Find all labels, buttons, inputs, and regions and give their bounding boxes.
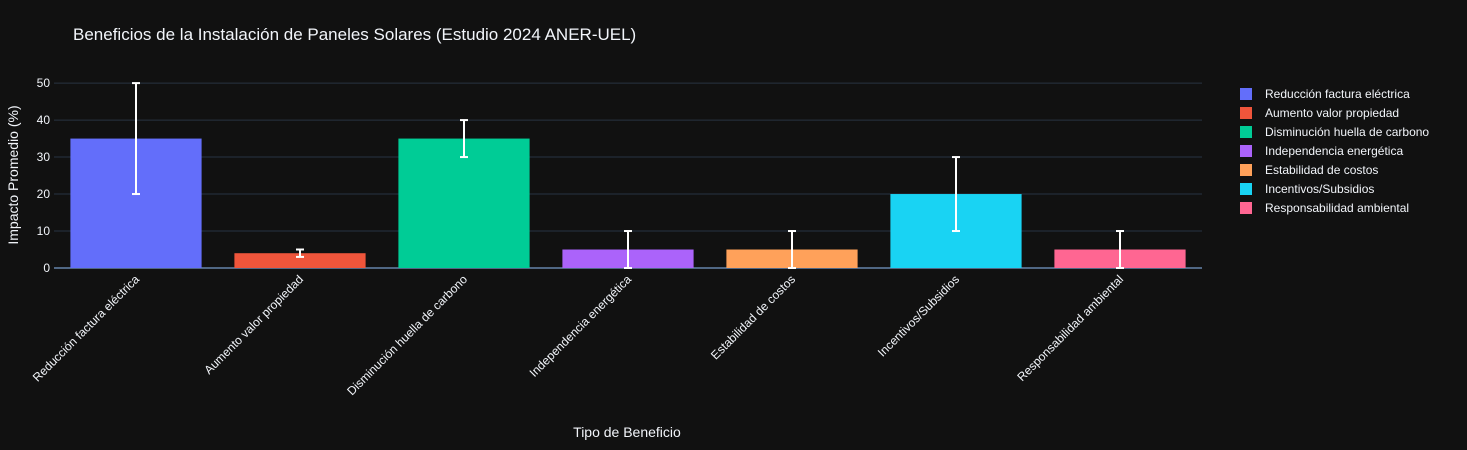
bar[interactable] bbox=[234, 253, 366, 268]
legend[interactable]: Reducción factura eléctrica Aumento valor… bbox=[1240, 87, 1429, 215]
x-tick-label: Responsabilidad ambiental bbox=[1014, 272, 1126, 384]
legend-item[interactable]: Independencia energética bbox=[1240, 144, 1403, 158]
y-tick-label: 40 bbox=[37, 113, 51, 127]
y-tick-label: 50 bbox=[37, 76, 51, 90]
legend-swatch bbox=[1240, 107, 1252, 119]
legend-item[interactable]: Estabilidad de costos bbox=[1240, 163, 1378, 177]
y-axis-title: Impacto Promedio (%) bbox=[5, 105, 21, 244]
legend-label: Disminución huella de carbono bbox=[1265, 125, 1429, 139]
legend-item[interactable]: Disminución huella de carbono bbox=[1240, 125, 1429, 139]
x-axis-ticks: Reducción factura eléctrica Aumento valor… bbox=[30, 272, 1126, 398]
legend-swatch bbox=[1240, 183, 1252, 195]
x-tick-label: Disminución huella de carbono bbox=[344, 272, 470, 398]
legend-label: Reducción factura eléctrica bbox=[1265, 87, 1410, 101]
x-tick-label: Aumento valor propiedad bbox=[201, 272, 306, 377]
y-tick-label: 20 bbox=[37, 187, 51, 201]
legend-item[interactable]: Incentivos/Subsidios bbox=[1240, 182, 1374, 196]
legend-swatch bbox=[1240, 164, 1252, 176]
legend-label: Estabilidad de costos bbox=[1265, 163, 1378, 177]
chart-title: Beneficios de la Instalación de Paneles … bbox=[73, 25, 636, 44]
legend-item[interactable]: Aumento valor propiedad bbox=[1240, 106, 1399, 120]
legend-item[interactable]: Reducción factura eléctrica bbox=[1240, 87, 1410, 101]
x-tick-label: Incentivos/Subsidios bbox=[875, 272, 962, 359]
legend-swatch bbox=[1240, 126, 1252, 138]
bar[interactable] bbox=[398, 138, 530, 268]
legend-item[interactable]: Responsabilidad ambiental bbox=[1240, 201, 1409, 215]
legend-label: Independencia energética bbox=[1265, 144, 1403, 158]
y-tick-label: 0 bbox=[43, 261, 50, 275]
y-axis-ticks: 0 10 20 30 40 50 bbox=[37, 76, 51, 275]
legend-swatch bbox=[1240, 88, 1252, 100]
error-bars bbox=[132, 82, 1124, 269]
legend-swatch bbox=[1240, 145, 1252, 157]
legend-label: Responsabilidad ambiental bbox=[1265, 201, 1409, 215]
x-axis-title: Tipo de Beneficio bbox=[573, 424, 681, 440]
y-tick-label: 10 bbox=[37, 224, 51, 238]
y-tick-label: 30 bbox=[37, 150, 51, 164]
legend-swatch bbox=[1240, 202, 1252, 214]
x-tick-label: Reducción factura eléctrica bbox=[30, 272, 142, 384]
legend-label: Aumento valor propiedad bbox=[1265, 106, 1399, 120]
x-tick-label: Estabilidad de costos bbox=[708, 272, 798, 362]
x-tick-label: Independencia energética bbox=[527, 272, 635, 380]
legend-label: Incentivos/Subsidios bbox=[1265, 182, 1374, 196]
